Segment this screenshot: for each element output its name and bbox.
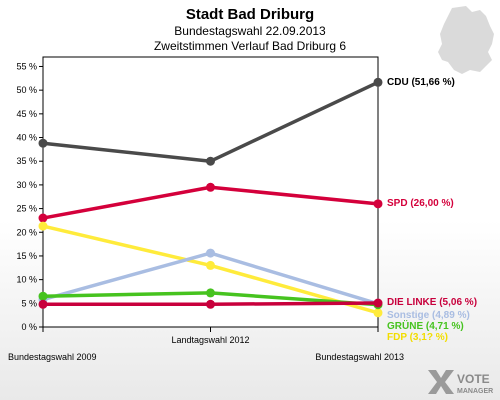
- y-tick-label: 55 %: [16, 61, 37, 71]
- y-tick-label: 50 %: [16, 85, 37, 95]
- chart-title: Stadt Bad Driburg: [186, 6, 314, 23]
- y-tick-label: 5 %: [21, 298, 37, 308]
- data-point: [373, 77, 383, 87]
- x-tick-label: Bundestagswahl 2009: [8, 352, 97, 362]
- y-tick-label: 15 %: [16, 251, 37, 261]
- series-end-label: GRÜNE (4,71 %): [387, 319, 464, 332]
- x-tick-label: Landtagswahl 2012: [171, 335, 249, 345]
- series-end-label: SPD (26,00 %): [387, 198, 454, 209]
- data-point: [206, 248, 215, 258]
- germany-map-icon: [438, 6, 494, 74]
- series-group: [38, 77, 383, 318]
- y-tick-label: 20 %: [16, 227, 37, 237]
- y-tick-label: 10 %: [16, 275, 37, 285]
- logo-vote-text: VOTE: [457, 372, 490, 386]
- vote-manager-logo: VOTE MANAGER: [428, 370, 493, 395]
- y-tick-label: 25 %: [16, 204, 37, 214]
- plot-area: [42, 56, 379, 328]
- data-point: [206, 156, 215, 166]
- data-point: [206, 288, 215, 298]
- x-axis: Bundestagswahl 2009 Landtagswahl 2012 Bund…: [8, 327, 404, 362]
- chart-subtitle: Bundestagswahl 22.09.2013: [174, 24, 326, 38]
- data-point: [373, 298, 383, 308]
- logo-manager-text: MANAGER: [457, 388, 493, 395]
- series-end-label: FDP (3,1? %): [387, 332, 448, 343]
- y-tick-label: 0 %: [21, 322, 37, 332]
- x-tick-label: Bundestagswahl 2013: [315, 352, 404, 362]
- data-point: [38, 138, 48, 148]
- chart-subtitle-2: Zweitstimmen Verlauf Bad Driburg 6: [154, 39, 346, 53]
- data-point: [206, 260, 215, 270]
- series-end-label: DIE LINKE (5,06 %): [387, 297, 477, 308]
- data-point: [38, 213, 48, 223]
- data-point: [38, 221, 48, 231]
- data-point: [206, 299, 215, 309]
- logo-x-mark-icon: [428, 370, 454, 394]
- data-point: [206, 182, 215, 192]
- series-end-label: Sonstige (4,89 %): [387, 310, 470, 321]
- data-point: [38, 291, 48, 301]
- y-tick-label: 40 %: [16, 133, 37, 143]
- series-labels: CDU (51,66 %) SPD (26,00 %) FDP (3,1? %) So…: [387, 77, 477, 343]
- y-tick-label: 45 %: [16, 109, 37, 119]
- data-point: [38, 299, 48, 309]
- y-axis: 0 % 5 % 10 % 15 % 20 % 25 % 30 % 35 % 40 % 45 % 50…: [16, 61, 43, 332]
- data-point: [373, 308, 383, 318]
- series-end-label: CDU (51,66 %): [387, 77, 455, 88]
- y-tick-label: 35 %: [16, 156, 37, 166]
- data-point: [373, 199, 383, 209]
- y-tick-label: 30 %: [16, 180, 37, 190]
